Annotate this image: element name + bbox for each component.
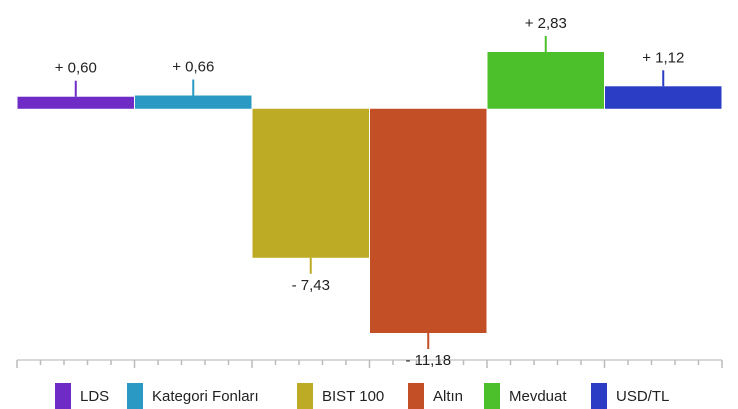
bar (605, 86, 722, 109)
legend-swatch (591, 383, 607, 409)
legend-label: BIST 100 (322, 388, 384, 405)
legend-label: LDS (80, 388, 109, 405)
bar (17, 96, 134, 109)
data-label: + 1,12 (642, 49, 684, 66)
legend-swatch (408, 383, 424, 409)
legend-swatch (55, 383, 71, 409)
data-label: - 11,18 (405, 352, 451, 369)
legend-label: Kategori Fonları (152, 388, 259, 405)
bar (487, 52, 604, 109)
bar (135, 95, 252, 109)
bar (252, 108, 369, 258)
legend-label: Altın (433, 388, 463, 405)
legend-swatch (484, 383, 500, 409)
legend-label: USD/TL (616, 388, 669, 405)
legend-swatch (127, 383, 143, 409)
data-label: - 7,43 (292, 277, 330, 294)
data-label: + 0,66 (172, 58, 214, 75)
bar (370, 108, 487, 333)
legend-swatch (297, 383, 313, 409)
legend-label: Mevduat (509, 388, 567, 405)
data-label: + 0,60 (55, 60, 97, 77)
data-label: + 2,83 (525, 15, 567, 32)
